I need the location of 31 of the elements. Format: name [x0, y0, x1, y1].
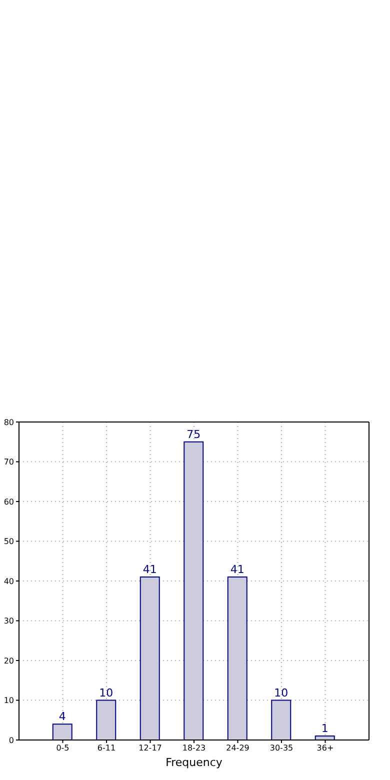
y-tick-label: 70: [4, 458, 14, 467]
y-tick-label: 0: [8, 736, 14, 745]
bar: [314, 736, 335, 740]
bar: [227, 576, 248, 740]
x-tick-label: 30-35: [270, 744, 294, 753]
data-label: 4: [58, 710, 66, 724]
data-label: 41: [230, 563, 244, 576]
y-tick-label: 10: [4, 696, 14, 706]
data-label: 10: [274, 686, 288, 700]
y-tick-label: 40: [4, 576, 14, 586]
bar: [271, 700, 292, 740]
x-tick-label: 36+: [316, 744, 334, 753]
bar: [52, 724, 72, 740]
data-label: 10: [99, 686, 114, 700]
bar: [184, 441, 204, 740]
data-label: 1: [321, 722, 328, 736]
y-tick-label: 20: [4, 656, 14, 666]
x-tick-label: 24-29: [226, 744, 250, 753]
data-label: 41: [142, 563, 157, 576]
y-tick-label: 30: [4, 616, 14, 626]
y-tick-label: 50: [4, 537, 14, 546]
bar: [140, 576, 160, 740]
y-tick-label: 80: [4, 418, 14, 427]
x-tick-label: 18-23: [182, 744, 206, 753]
x-axis-title: Frequency: [166, 756, 223, 769]
bar: [96, 700, 116, 740]
x-tick-label: 12-17: [138, 744, 162, 753]
x-tick-label: 0-5: [56, 744, 70, 753]
y-tick-label: 60: [4, 497, 14, 506]
x-tick-label: 6-11: [97, 744, 116, 753]
data-label: 75: [186, 428, 201, 441]
